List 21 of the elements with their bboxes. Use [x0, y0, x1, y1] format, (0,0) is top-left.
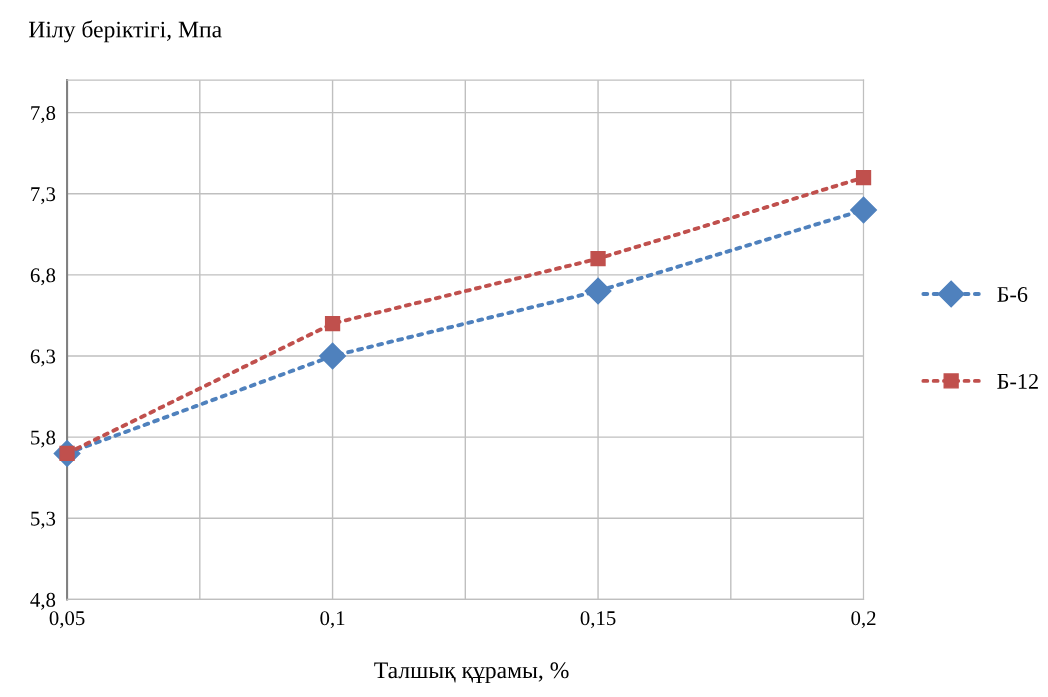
point [850, 196, 878, 224]
point [319, 342, 347, 370]
point [590, 251, 606, 267]
point [584, 277, 612, 305]
y-axis-title: Иілу беріктігі, Мпа [28, 20, 222, 43]
y-tick-label: 4,8 [30, 592, 56, 610]
point [855, 169, 872, 186]
legend-label: Б-12 [997, 373, 1038, 389]
x-tick-label: 0,15 [580, 611, 616, 629]
y-tick-label: 5,8 [31, 430, 56, 448]
y-tick-label: 6,8 [30, 268, 56, 286]
y-tick-label: 6,3 [30, 349, 56, 367]
x-tick-label: 0,1 [320, 611, 345, 629]
point [324, 315, 341, 332]
legend-label: Б-6 [997, 287, 1028, 302]
y-tick-label: 7,3 [31, 187, 56, 205]
x-tick-label: 0,2 [851, 611, 876, 629]
x-tick-label: 0,05 [49, 611, 85, 629]
y-tick-label: 5,3 [31, 511, 56, 529]
y-tick-label: 7,8 [31, 105, 56, 124]
x-axis-title: Талшық құрамы, % [374, 662, 569, 684]
